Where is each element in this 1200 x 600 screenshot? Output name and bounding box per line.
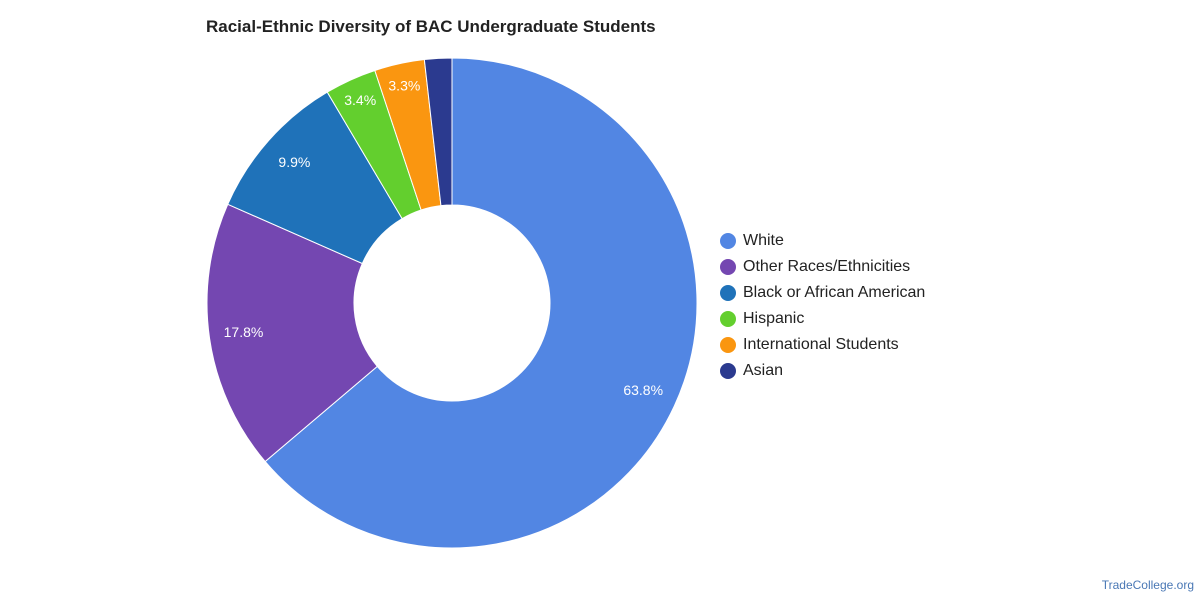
slice-label-other-races-ethnicities: 17.8% <box>224 324 264 340</box>
slice-asian[interactable] <box>423 57 453 207</box>
legend-label: White <box>743 232 784 249</box>
legend-item-other-races-ethnicities[interactable]: Other Races/Ethnicities <box>720 254 925 280</box>
legend-label: Asian <box>743 362 784 379</box>
legend-item-asian[interactable]: Asian <box>720 358 925 384</box>
legend-item-hispanic[interactable]: Hispanic <box>720 306 925 332</box>
legend-swatch <box>720 233 736 249</box>
slice-label-white: 63.8% <box>623 382 663 398</box>
legend-item-black-or-african-american[interactable]: Black or African American <box>720 280 925 306</box>
legend-item-international-students[interactable]: International Students <box>720 332 925 358</box>
slice-label-international-students: 3.3% <box>388 77 420 93</box>
legend-swatch <box>720 285 736 301</box>
legend-label: International Students <box>743 336 899 353</box>
chart-legend: White Other Races/Ethnicities Black or Afr… <box>720 228 925 384</box>
chart-title: Racial-Ethnic Diversity of BAC Undergrad… <box>206 17 656 36</box>
legend-label: Hispanic <box>743 310 805 327</box>
legend-swatch <box>720 259 736 275</box>
legend-label: Black or African American <box>743 284 926 301</box>
legend-item-white[interactable]: White <box>720 228 925 254</box>
slice-white[interactable] <box>264 57 698 549</box>
legend-swatch <box>720 311 736 327</box>
legend-label: Other Races/Ethnicities <box>743 258 911 275</box>
slice-other-races-ethnicities[interactable] <box>206 203 378 463</box>
source-credit[interactable]: TradeCollege.org <box>1101 578 1194 592</box>
legend-swatch <box>720 363 736 379</box>
legend-swatch <box>720 337 736 353</box>
slice-label-hispanic: 3.4% <box>344 92 376 108</box>
slice-label-black-or-african-american: 9.9% <box>278 154 310 170</box>
